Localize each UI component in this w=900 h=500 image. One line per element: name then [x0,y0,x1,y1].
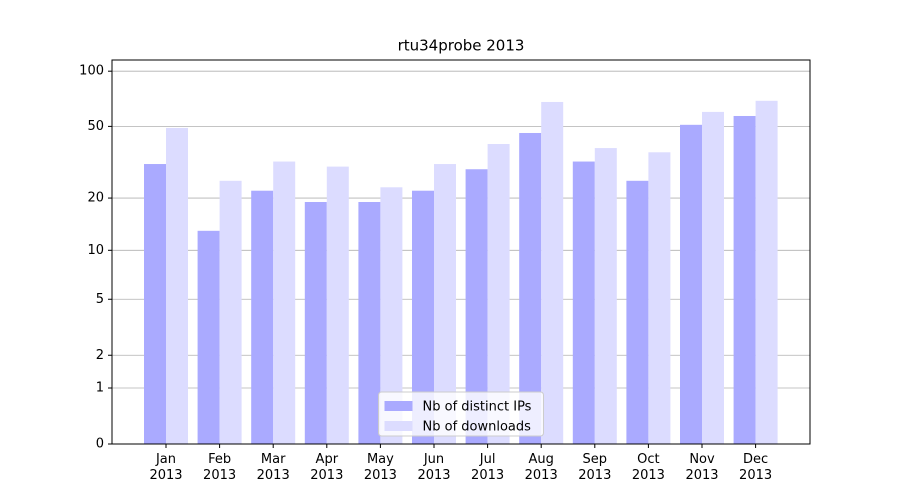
y-tick-label: 50 [87,119,104,134]
y-tick-label: 100 [79,64,104,79]
x-tick-label: Jan 2013 [149,452,183,483]
legend-label: Nb of downloads [423,420,532,435]
x-tick-label: Dec 2013 [739,452,773,483]
chart-title: rtu34probe 2013 [398,37,525,55]
legend-label: Nb of distinct IPs [423,400,532,415]
bar [197,230,220,444]
x-tick-label: Nov 2013 [685,452,719,483]
y-tick-label: 2 [96,348,104,363]
y-tick-label: 1 [96,381,104,396]
bar [680,124,702,444]
bar [487,144,510,445]
bar [541,101,564,444]
y-tick-label: 10 [87,243,104,258]
bar [304,202,327,444]
bar [594,148,617,444]
bar [380,187,403,444]
bar [219,180,242,444]
bar [702,111,724,444]
x-tick-label: Oct 2013 [631,452,665,483]
x-tick-label: Apr 2013 [310,452,344,483]
bar [251,190,274,444]
x-tick-label: Jul 2013 [471,452,505,483]
legend-swatch [384,421,413,431]
bar [434,164,456,444]
y-tick-label: 0 [96,437,104,452]
y-tick-label: 20 [87,191,104,206]
bar [572,161,595,444]
bar [733,115,756,444]
y-tick-label: 5 [96,292,104,307]
bar [519,132,542,445]
bar [465,169,488,444]
bar [412,190,434,444]
x-tick-label: Sep 2013 [578,452,612,483]
x-tick-label: Aug 2013 [524,452,558,483]
bar [326,166,349,444]
x-tick-label: May 2013 [363,452,397,483]
x-tick-label: Mar 2013 [256,452,290,483]
x-tick-label: Feb 2013 [203,452,237,483]
bar [166,127,188,445]
bar [358,202,381,444]
x-tick-label: Jun 2013 [417,452,451,483]
bar [144,164,166,444]
legend-swatch [384,401,413,411]
bar [273,161,296,444]
legend-box [378,391,544,437]
bar [648,152,671,444]
bar [626,180,649,444]
axes-frame [111,59,811,445]
bar [755,100,778,445]
